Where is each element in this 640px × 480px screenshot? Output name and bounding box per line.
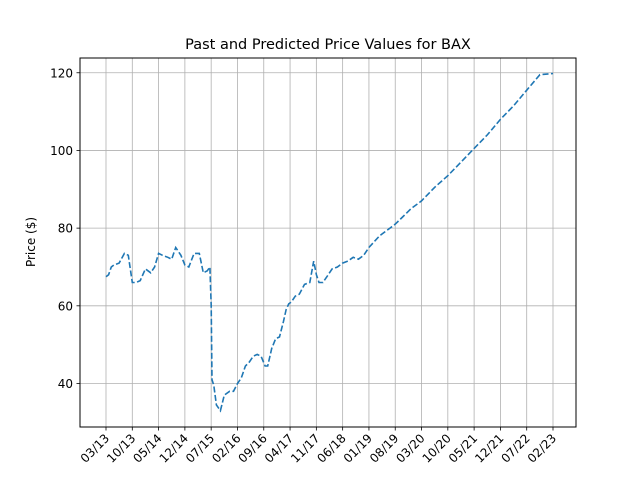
x-tick-label: 01/19 (341, 431, 375, 465)
y-tick-label: 40 (58, 377, 73, 391)
y-tick-label: 80 (58, 222, 73, 236)
x-tick-label: 02/23 (525, 431, 559, 465)
y-axis: 40 60 80 100 120 (50, 66, 80, 391)
x-tick-label: 05/14 (130, 431, 164, 465)
x-tick-label: 07/22 (498, 431, 532, 465)
x-axis: 03/1310/1305/1412/1407/1502/1609/1604/17… (78, 427, 559, 466)
chart-title: Past and Predicted Price Values for BAX (185, 37, 471, 53)
x-tick-label: 10/13 (104, 431, 138, 465)
x-tick-label: 05/21 (446, 431, 480, 465)
x-tick-label: 11/17 (288, 431, 322, 465)
x-tick-label: 12/14 (157, 431, 191, 465)
price-series-line (105, 72, 554, 413)
x-tick-label: 12/21 (472, 431, 506, 465)
x-tick-label: 02/16 (209, 431, 243, 465)
x-tick-label: 09/16 (236, 431, 270, 465)
y-tick-label: 120 (50, 66, 73, 80)
x-tick-label: 03/20 (393, 431, 427, 465)
x-tick-label: 08/19 (367, 431, 401, 465)
x-tick-label: 06/18 (314, 431, 348, 465)
y-tick-label: 100 (50, 144, 73, 158)
y-axis-label: Price ($) (24, 217, 38, 267)
plot-frame (79, 57, 577, 428)
x-tick-label: 10/20 (420, 431, 454, 465)
x-tick-label: 07/15 (183, 431, 217, 465)
x-tick-label: 03/13 (78, 431, 112, 465)
y-tick-label: 60 (58, 299, 73, 313)
x-tick-label: 04/17 (262, 431, 296, 465)
grid (80, 58, 576, 427)
